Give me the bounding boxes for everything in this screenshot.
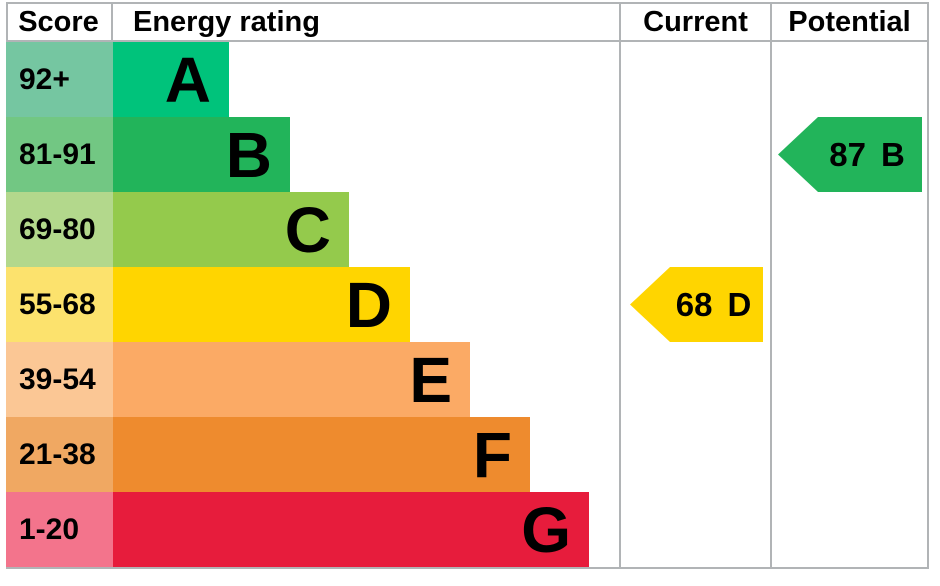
- rating-band-bar: F: [113, 417, 530, 492]
- current-column-divider: [619, 2, 621, 569]
- rating-band-bar: B: [113, 117, 290, 192]
- potential-rating-value: 87: [829, 135, 866, 173]
- rating-band-bar: C: [113, 192, 349, 267]
- potential-rating-letter: B: [880, 135, 905, 173]
- current-rating-value: 68: [675, 285, 713, 323]
- band-row: 92+ A: [6, 42, 929, 117]
- score-range-cell: 1-20: [6, 492, 113, 567]
- score-column-header: Score: [18, 5, 99, 38]
- rating-bands: 92+ A 81-91 B 69-80 C 55-68 D 39-54 E 21…: [6, 42, 929, 567]
- table-right-border: [927, 2, 929, 569]
- table-left-border: [6, 2, 8, 42]
- current-column-header: Current: [643, 5, 748, 38]
- score-range-cell: 69-80: [6, 192, 113, 267]
- band-row: 81-91 B: [6, 117, 929, 192]
- rating-band-bar: E: [113, 342, 470, 417]
- score-range-cell: 21-38: [6, 417, 113, 492]
- score-range-cell: 39-54: [6, 342, 113, 417]
- score-range-cell: 81-91: [6, 117, 113, 192]
- rating-band-bar: A: [113, 42, 229, 117]
- potential-column-divider: [770, 2, 772, 569]
- band-row: 1-20 G: [6, 492, 929, 567]
- table-bottom-border: [6, 567, 929, 569]
- energy-rating-column-header: Energy rating: [133, 5, 320, 38]
- score-range-cell: 92+: [6, 42, 113, 117]
- current-rating-letter: D: [727, 285, 752, 323]
- table-top-border: [6, 2, 929, 4]
- band-row: 69-80 C: [6, 192, 929, 267]
- band-row: 21-38 F: [6, 417, 929, 492]
- band-row: 39-54 E: [6, 342, 929, 417]
- score-column-divider: [111, 2, 113, 42]
- rating-band-bar: D: [113, 267, 410, 342]
- potential-column-header: Potential: [788, 5, 911, 38]
- band-row: 55-68 D: [6, 267, 929, 342]
- header-bottom-border: [6, 40, 929, 42]
- rating-band-bar: G: [113, 492, 589, 567]
- score-range-cell: 55-68: [6, 267, 113, 342]
